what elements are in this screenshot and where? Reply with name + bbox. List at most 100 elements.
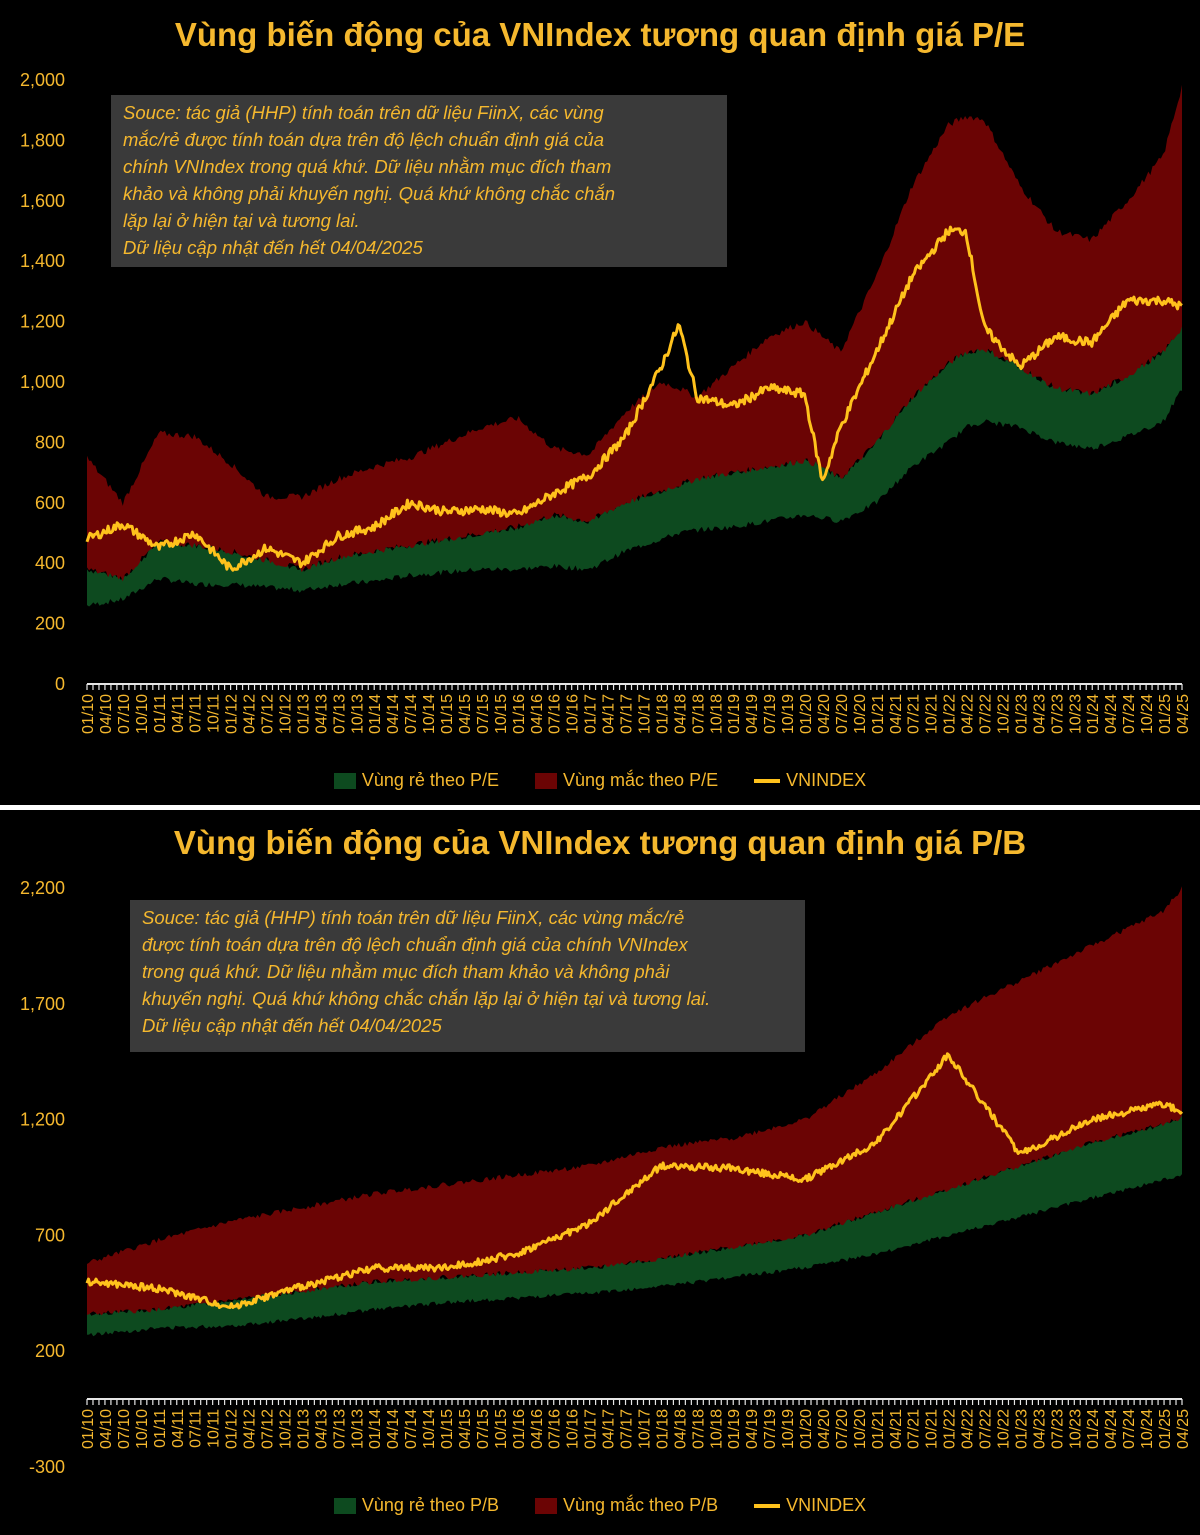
x-tick-label: 01/24 — [1085, 694, 1102, 734]
x-tick-label: 04/19 — [744, 1409, 761, 1449]
x-tick-label: 01/17 — [583, 1409, 600, 1449]
x-tick-label: 10/16 — [565, 694, 582, 734]
x-tick-label: 10/18 — [708, 694, 725, 734]
x-tick-label: 04/11 — [170, 1409, 187, 1448]
y-tick-label: 800 — [35, 432, 65, 452]
legend-item-cheap: Vùng rẻ theo P/E — [333, 770, 499, 791]
x-tick-label: 01/23 — [1013, 694, 1030, 734]
legend-label: Vùng mắc theo P/B — [562, 1495, 719, 1515]
panel-separator — [0, 805, 1200, 810]
note-line: Dữ liệu cập nhật đến hết 04/04/2025 — [123, 237, 423, 258]
y-tick-label: 600 — [35, 493, 65, 513]
x-tick-label: 07/21 — [906, 694, 923, 734]
note-line: Dữ liệu cập nhật đến hết 04/04/2025 — [142, 1015, 442, 1036]
x-tick-label: 01/18 — [654, 694, 671, 734]
x-tick-label: 10/23 — [1067, 1409, 1084, 1449]
x-tick-label: 01/15 — [439, 694, 456, 734]
x-tick-label: 04/14 — [385, 1409, 402, 1449]
note-line: Souce: tác giả (HHP) tính toán trên dữ l… — [142, 907, 685, 928]
x-tick-label: 07/14 — [403, 694, 420, 734]
x-tick-label: 04/22 — [960, 1409, 977, 1449]
x-tick-label: 07/23 — [1049, 694, 1066, 734]
x-tick-label: 04/17 — [601, 694, 618, 734]
x-tick-label: 10/17 — [636, 1409, 653, 1449]
x-tick-label: 04/20 — [816, 694, 833, 734]
y-tick-label: 1,400 — [20, 251, 65, 271]
x-tick-label: 01/21 — [870, 1409, 887, 1449]
expensive-zone-band — [87, 84, 1182, 582]
y-tick-label: 400 — [35, 553, 65, 573]
legend-label: Vùng rẻ theo P/E — [361, 770, 499, 790]
note-line: chính VNIndex trong quá khứ. Dữ liệu nhằ… — [123, 156, 612, 177]
expensive-zone-band — [87, 886, 1182, 1316]
y-tick-label: 700 — [35, 1225, 65, 1245]
note-line: khảo và không phải khuyến nghị. Quá khứ … — [123, 183, 616, 204]
y-tick-label: 200 — [35, 614, 65, 634]
x-tick-label: 07/12 — [260, 1409, 277, 1449]
x-tick-label: 07/17 — [619, 694, 636, 734]
x-tick-label: 04/19 — [744, 694, 761, 734]
x-tick-label: 10/13 — [349, 1409, 366, 1449]
x-tick-label: 07/16 — [547, 694, 564, 734]
pe-chart-svg: 0 200 400 600 800 1,000 1,200 1,400 1,600 1,800 2,… — [20, 70, 1192, 734]
y-tick-label: 1,200 — [20, 312, 65, 332]
legend-item-expensive: Vùng mắc theo P/B — [534, 1495, 719, 1516]
x-tick-label: 04/15 — [457, 1409, 474, 1449]
legend-item-cheap: Vùng rẻ theo P/B — [333, 1495, 499, 1516]
legend-swatch-expensive — [534, 1497, 557, 1514]
y-tick-label: 0 — [55, 674, 65, 694]
x-tick-label: 01/22 — [942, 694, 959, 734]
x-tick-label: 01/16 — [511, 694, 528, 734]
x-tick-label: 01/11 — [152, 1409, 169, 1448]
chart-title: Vùng biến động của VNIndex tương quan đị… — [174, 16, 1026, 53]
legend-item-index: VNINDEX — [754, 1495, 866, 1516]
y-tick-label: 2,000 — [20, 70, 65, 90]
cheap-zone-band — [87, 1115, 1182, 1337]
x-tick-label: 01/23 — [1013, 1409, 1030, 1449]
x-tick-label: 07/18 — [690, 694, 707, 734]
note-line: được tính toán dựa trên độ lệch chuẩn đị… — [142, 934, 688, 955]
x-tick-label: 01/13 — [295, 1409, 312, 1449]
x-tick-label: 01/10 — [80, 694, 97, 734]
x-tick-label: 04/25 — [1175, 1409, 1192, 1449]
source-note: Souce: tác giả (HHP) tính toán trên dữ l… — [130, 900, 805, 1052]
note-line: khuyến nghị. Quá khứ không chắc chắn lặp… — [142, 988, 711, 1009]
x-tick-label: 07/22 — [978, 694, 995, 734]
x-tick-label: 10/23 — [1067, 694, 1084, 734]
x-tick-label: 04/21 — [888, 694, 905, 734]
x-tick-label: 07/11 — [188, 694, 205, 733]
x-tick-label: 07/20 — [834, 1409, 851, 1449]
x-tick-label: 04/14 — [385, 694, 402, 734]
x-tick-label: 07/14 — [403, 1409, 420, 1449]
x-tick-label: 10/24 — [1139, 694, 1156, 734]
x-tick-label: 07/22 — [978, 1409, 995, 1449]
x-tick-label: 01/14 — [367, 1409, 384, 1449]
y-tick-label: 1,800 — [20, 130, 65, 150]
y-tick-label: 1,200 — [20, 1110, 65, 1130]
x-tick-label: 01/12 — [224, 694, 241, 734]
x-tick-label: 10/13 — [349, 694, 366, 734]
x-tick-label: 01/20 — [798, 694, 815, 734]
x-tick-label: 10/20 — [852, 1409, 869, 1449]
x-tick-label: 04/23 — [1031, 1409, 1048, 1449]
note-line: Souce: tác giả (HHP) tính toán trên dữ l… — [123, 102, 604, 123]
x-tick-label: 07/13 — [331, 1409, 348, 1449]
x-tick-label: 07/10 — [116, 1409, 133, 1449]
x-tick-label: 10/21 — [924, 1409, 941, 1449]
legend-item-expensive: Vùng mắc theo P/E — [534, 770, 718, 791]
x-tick-label: 04/18 — [672, 1409, 689, 1449]
x-tick-label: 04/11 — [170, 694, 187, 733]
x-tick-label: 04/18 — [672, 694, 689, 734]
x-tick-label: 10/22 — [995, 694, 1012, 734]
chart-title: Vùng biến động của VNIndex tương quan đị… — [173, 824, 1027, 861]
y-tick-label: 1,000 — [20, 372, 65, 392]
x-tick-label: 01/19 — [726, 1409, 743, 1449]
y-tick-label: -300 — [29, 1457, 65, 1477]
x-tick-label: 04/22 — [960, 694, 977, 734]
x-tick-label: 10/15 — [493, 1409, 510, 1449]
x-tick-label: 07/23 — [1049, 1409, 1066, 1449]
x-tick-label: 04/12 — [242, 694, 259, 734]
legend-label: VNINDEX — [786, 1495, 867, 1515]
x-tick-label: 07/19 — [762, 1409, 779, 1449]
x-tick-label: 10/10 — [134, 1409, 151, 1449]
